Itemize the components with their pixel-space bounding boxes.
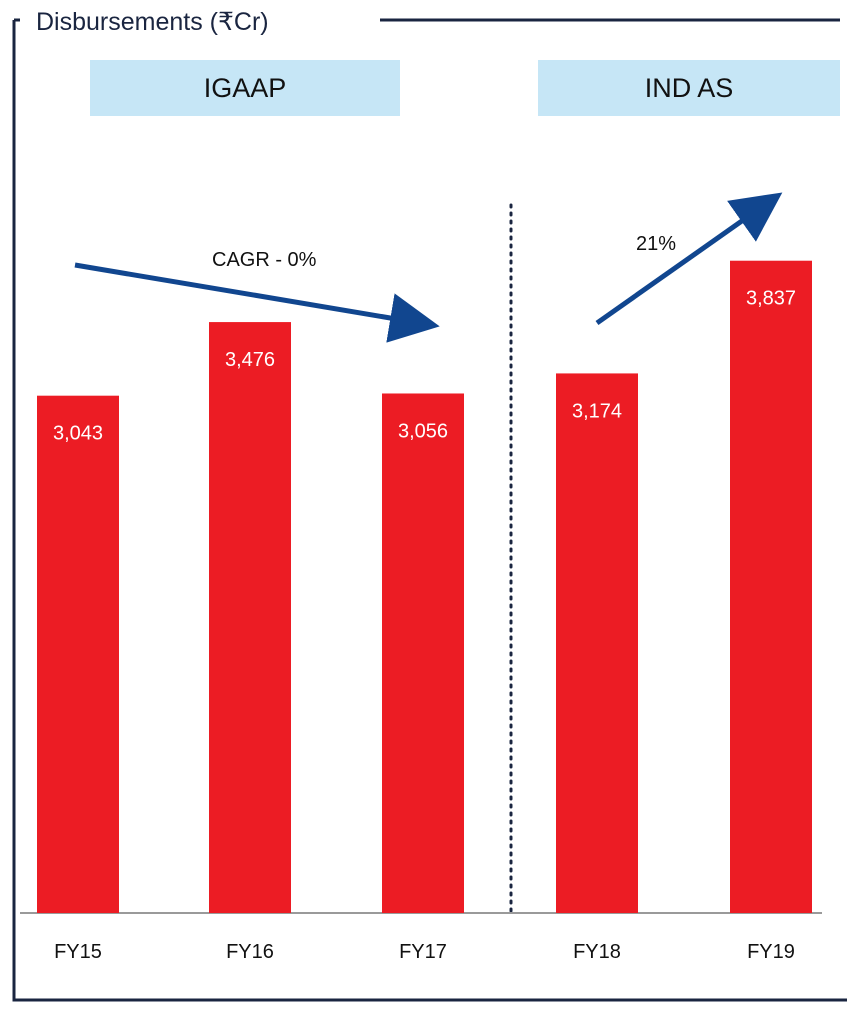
bar-fy15 [37,395,119,913]
bar-fy18 [556,373,638,913]
igaap-trend-label: CAGR - 0% [212,249,317,271]
tick-label-fy16: FY16 [226,941,274,963]
chart-frame [12,18,847,1002]
igaap-trend-arrow [74,262,440,343]
bars-layer: 3,043 FY15 3,476 FY16 3,056 FY17 3,174 FY18 3,83… [37,260,812,963]
tick-label-fy15: FY15 [54,941,102,963]
section-label-indas: IND AS [538,60,840,116]
chart-title: Disbursements (₹Cr) [32,4,273,40]
value-label-fy19: 3,837 [746,288,796,310]
tick-label-fy19: FY19 [747,941,795,963]
indas-trend-label: 21% [636,233,676,255]
bar-fy17 [382,393,464,914]
tick-label-fy18: FY18 [573,941,621,963]
value-label-fy16: 3,476 [225,349,275,371]
tick-label-fy17: FY17 [399,941,447,963]
value-label-fy15: 3,043 [53,423,103,445]
value-label-fy17: 3,056 [398,420,448,442]
section-label-igaap: IGAAP [90,60,400,116]
value-label-fy18: 3,174 [572,400,622,422]
indas-trend-arrow [595,192,783,326]
bar-fy19 [730,260,812,914]
bar-fy16 [209,322,291,914]
